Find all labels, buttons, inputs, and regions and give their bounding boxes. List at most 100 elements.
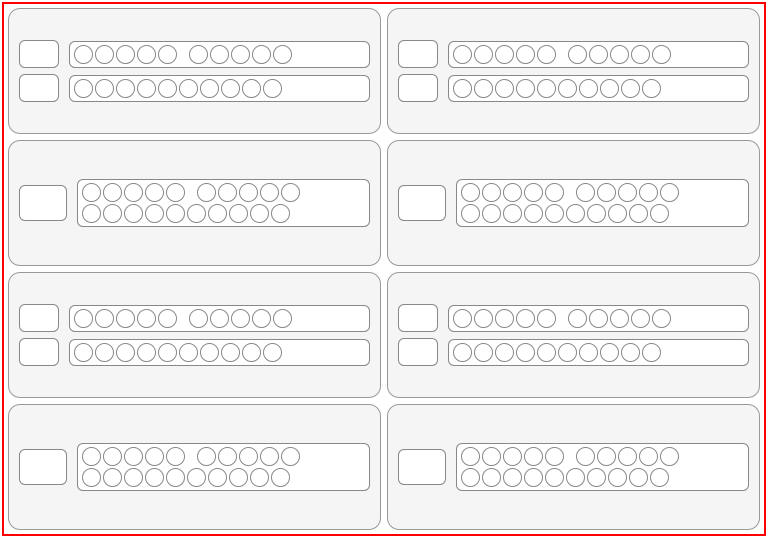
bead-icon xyxy=(495,309,514,328)
number-input-box[interactable] xyxy=(19,40,59,68)
bead-icon xyxy=(503,204,522,223)
number-input-box[interactable] xyxy=(19,338,59,366)
bead-frame xyxy=(77,443,370,491)
bead-icon xyxy=(158,79,177,98)
worksheet-card-ten xyxy=(8,8,381,134)
bead-row xyxy=(461,204,744,223)
bead-icon xyxy=(600,343,619,362)
bead-icon xyxy=(608,204,627,223)
bead-icon xyxy=(137,343,156,362)
bead-row xyxy=(453,45,744,64)
number-input-box[interactable] xyxy=(19,449,67,485)
bead-icon xyxy=(200,343,219,362)
bead-icon xyxy=(116,45,135,64)
number-input-box[interactable] xyxy=(398,40,438,68)
bead-icon xyxy=(281,183,300,202)
bead-icon xyxy=(137,45,156,64)
bead-frame xyxy=(69,75,370,102)
number-input-box[interactable] xyxy=(398,338,438,366)
bead-row xyxy=(461,183,744,202)
bead-icon xyxy=(618,183,637,202)
bead-icon xyxy=(503,468,522,487)
bead-icon xyxy=(495,343,514,362)
bead-frame xyxy=(69,41,370,68)
bead-icon xyxy=(537,45,556,64)
bead-row xyxy=(74,309,365,328)
card-row xyxy=(19,338,370,366)
bead-icon xyxy=(242,343,261,362)
bead-icon xyxy=(74,309,93,328)
bead-icon xyxy=(200,79,219,98)
bead-icon xyxy=(474,343,493,362)
bead-icon xyxy=(145,183,164,202)
number-input-box[interactable] xyxy=(19,74,59,102)
bead-icon xyxy=(271,468,290,487)
bead-icon xyxy=(608,468,627,487)
bead-icon xyxy=(197,447,216,466)
bead-icon xyxy=(537,309,556,328)
bead-icon xyxy=(461,183,480,202)
bead-icon xyxy=(631,309,650,328)
bead-icon xyxy=(587,468,606,487)
bead-icon xyxy=(95,343,114,362)
card-row xyxy=(19,40,370,68)
bead-icon xyxy=(263,79,282,98)
card-row xyxy=(398,338,749,366)
bead-icon xyxy=(197,183,216,202)
bead-icon xyxy=(524,447,543,466)
bead-icon xyxy=(145,447,164,466)
bead-icon xyxy=(537,79,556,98)
bead-icon xyxy=(166,447,185,466)
bead-row xyxy=(82,183,365,202)
number-input-box[interactable] xyxy=(19,304,59,332)
bead-icon xyxy=(82,204,101,223)
bead-icon xyxy=(229,204,248,223)
card-row xyxy=(398,179,749,227)
bead-row xyxy=(461,447,744,466)
worksheet-card-ten xyxy=(8,272,381,398)
bead-icon xyxy=(589,45,608,64)
bead-icon xyxy=(239,183,258,202)
bead-frame xyxy=(448,305,749,332)
bead-icon xyxy=(650,204,669,223)
worksheet-page xyxy=(2,2,766,536)
bead-icon xyxy=(589,309,608,328)
bead-icon xyxy=(218,447,237,466)
bead-icon xyxy=(621,79,640,98)
bead-icon xyxy=(652,309,671,328)
bead-icon xyxy=(124,183,143,202)
bead-icon xyxy=(482,468,501,487)
bead-icon xyxy=(474,309,493,328)
worksheet-card-twenty xyxy=(387,404,760,530)
number-input-box[interactable] xyxy=(398,185,446,221)
bead-icon xyxy=(158,309,177,328)
bead-icon xyxy=(537,343,556,362)
bead-icon xyxy=(453,45,472,64)
bead-icon xyxy=(482,447,501,466)
worksheet-card-twenty xyxy=(8,140,381,266)
bead-icon xyxy=(208,468,227,487)
bead-icon xyxy=(642,79,661,98)
bead-icon xyxy=(516,79,535,98)
number-input-box[interactable] xyxy=(398,304,438,332)
number-input-box[interactable] xyxy=(398,449,446,485)
bead-icon xyxy=(179,79,198,98)
bead-icon xyxy=(137,79,156,98)
bead-row xyxy=(453,343,744,362)
bead-icon xyxy=(629,468,648,487)
bead-icon xyxy=(116,343,135,362)
bead-icon xyxy=(482,183,501,202)
number-input-box[interactable] xyxy=(398,74,438,102)
bead-icon xyxy=(516,45,535,64)
bead-icon xyxy=(516,309,535,328)
bead-icon xyxy=(639,447,658,466)
bead-icon xyxy=(124,204,143,223)
number-input-box[interactable] xyxy=(19,185,67,221)
bead-icon xyxy=(210,45,229,64)
bead-icon xyxy=(503,447,522,466)
worksheet-card-twenty xyxy=(8,404,381,530)
bead-icon xyxy=(281,447,300,466)
bead-icon xyxy=(145,204,164,223)
bead-frame xyxy=(69,339,370,366)
card-row xyxy=(398,74,749,102)
